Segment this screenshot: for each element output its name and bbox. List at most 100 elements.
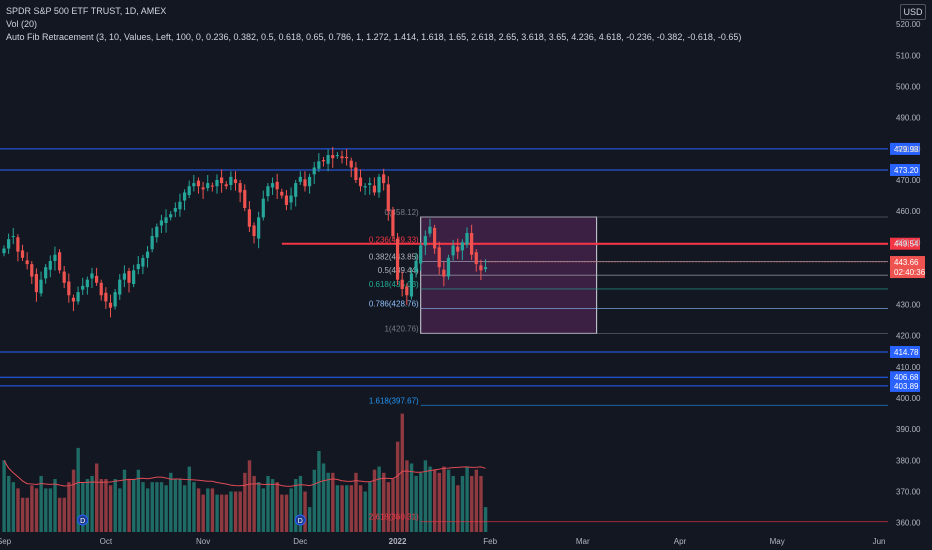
volume-bar xyxy=(312,469,317,532)
volume-bar xyxy=(182,485,187,532)
price-tick-label: 480.00 xyxy=(896,145,921,154)
candle-body xyxy=(30,264,34,277)
volume-bar xyxy=(85,479,90,532)
candle-body xyxy=(349,160,353,168)
volume-bar xyxy=(419,472,423,532)
price-tick-label: 470.00 xyxy=(896,176,921,185)
volume-bar xyxy=(155,482,159,532)
candle-body xyxy=(164,217,168,223)
candle-body xyxy=(25,260,29,265)
candle-body xyxy=(483,267,488,270)
candle-body xyxy=(303,179,307,187)
candle-body xyxy=(145,251,150,258)
candle-body xyxy=(34,274,39,293)
volume-bar xyxy=(446,469,451,532)
candle-body xyxy=(187,186,191,195)
candle-body xyxy=(127,270,131,283)
candle-body xyxy=(298,176,302,182)
fib-indicator-label[interactable]: Auto Fib Retracement (3, 10, Values, Lef… xyxy=(6,32,742,42)
candle-body xyxy=(44,267,48,279)
dividend-marker xyxy=(294,514,306,526)
candle-body xyxy=(178,201,182,210)
volume-bar xyxy=(62,497,66,532)
candle-body xyxy=(39,279,43,294)
volume-bar xyxy=(118,488,122,532)
candle-body xyxy=(405,286,409,296)
volume-bar xyxy=(266,475,270,532)
volume-bar xyxy=(220,494,224,532)
fib-level-label: 0.236(449.33) xyxy=(369,235,419,244)
candle-body xyxy=(220,177,224,184)
candle-body xyxy=(122,273,126,280)
candle-body xyxy=(284,195,289,205)
price-tick-label: 500.00 xyxy=(896,83,921,92)
candle-body xyxy=(206,183,210,189)
candle-body xyxy=(76,292,80,302)
volume-bar xyxy=(141,482,145,532)
time-tick-label: Sep xyxy=(0,537,12,546)
candle-body xyxy=(141,257,145,267)
volume-bar xyxy=(201,494,205,532)
price-tick-label: 490.00 xyxy=(896,114,921,123)
horizontal-level-tag xyxy=(890,164,920,177)
candle-body xyxy=(358,177,363,187)
volume-bar xyxy=(122,469,127,532)
candle-body xyxy=(386,184,390,212)
horizontal-level-tag xyxy=(890,379,920,392)
volume-bar xyxy=(257,482,261,532)
candle-body xyxy=(210,185,214,187)
candle-body xyxy=(159,220,164,226)
volume-bar xyxy=(349,485,354,532)
time-tick-label: Apr xyxy=(674,537,687,546)
volume-bar xyxy=(275,482,279,532)
candle-body xyxy=(317,161,321,169)
volume-bar xyxy=(432,469,437,532)
volume-bar xyxy=(7,475,11,532)
price-tick-label: 380.00 xyxy=(896,456,921,465)
price-tick-label: 430.00 xyxy=(896,301,921,310)
price-tick-label: 520.00 xyxy=(896,20,921,29)
volume-bar xyxy=(99,479,104,532)
volume-bar xyxy=(169,472,173,532)
candle-body xyxy=(363,186,367,188)
volume-bar xyxy=(317,451,321,532)
candle-body xyxy=(257,217,261,239)
horizontal-level-label: 473.20 xyxy=(894,166,919,175)
volume-bar xyxy=(67,482,71,532)
candle-body xyxy=(409,273,414,297)
candle-body xyxy=(428,226,432,234)
candle-body xyxy=(243,189,247,209)
volume-bar xyxy=(289,488,293,532)
currency-button[interactable]: USD xyxy=(900,4,926,20)
candle-body xyxy=(432,227,437,249)
price-tick-label: 460.00 xyxy=(896,207,921,216)
candle-body xyxy=(81,285,85,290)
volume-bar xyxy=(442,466,446,532)
last-price-label: 443.66 xyxy=(894,258,919,267)
volume-bar xyxy=(354,472,358,532)
horizontal-level-label: 414.78 xyxy=(894,348,919,357)
volume-bar xyxy=(340,485,344,532)
candle-body xyxy=(252,225,256,237)
candle-body xyxy=(196,180,201,187)
candle-body xyxy=(340,156,344,159)
pivot-tag xyxy=(890,237,920,250)
volume-bar xyxy=(391,479,395,532)
candle-body xyxy=(275,181,279,190)
volume-bar xyxy=(423,460,428,532)
countdown-label: 02:40:36 xyxy=(894,268,926,277)
volume-bar xyxy=(307,507,312,532)
candle-body xyxy=(479,265,483,271)
candle-body xyxy=(312,167,316,175)
volume-indicator-label[interactable]: Vol (20) xyxy=(6,19,38,29)
time-tick-label: Dec xyxy=(293,537,307,546)
candle-body xyxy=(280,191,284,196)
candle-body xyxy=(474,252,478,265)
volume-bar xyxy=(229,491,233,532)
candle-body xyxy=(247,209,251,227)
candle-body xyxy=(335,155,339,157)
volume-bar xyxy=(470,475,474,532)
volume-bar xyxy=(345,485,349,532)
candle-body xyxy=(238,183,242,193)
